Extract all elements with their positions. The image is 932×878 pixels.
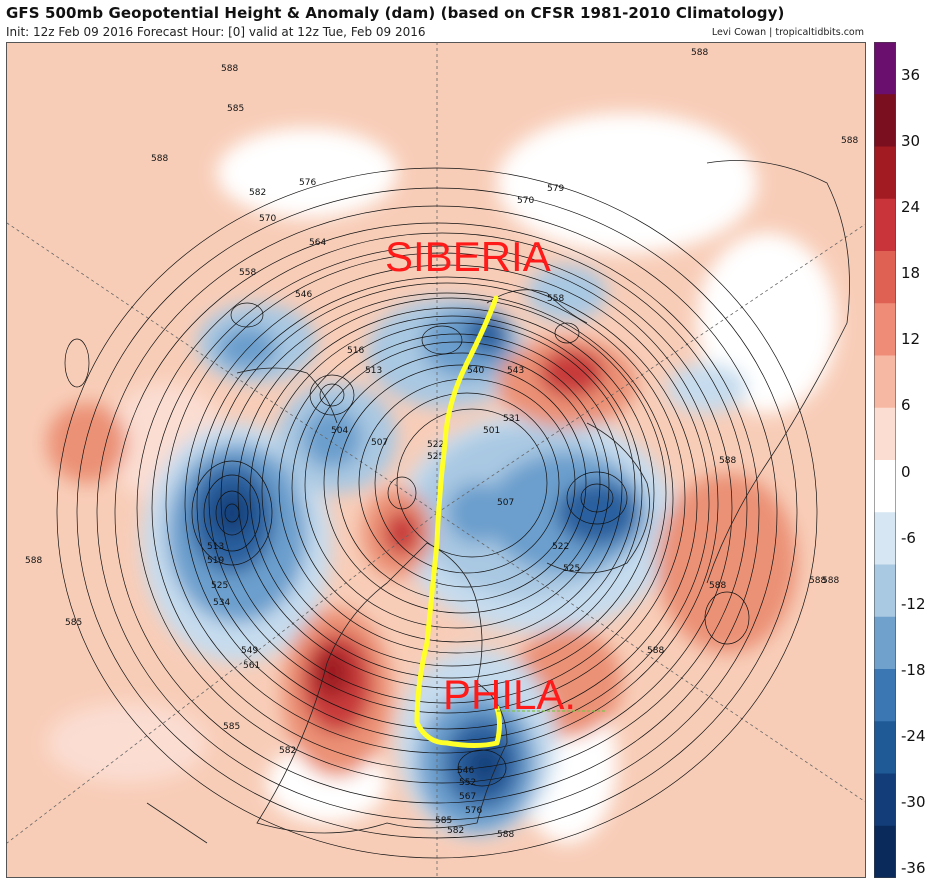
- contour-label: 519: [207, 556, 224, 566]
- colorbar-tick-label: 0: [901, 462, 911, 481]
- contour-label: 588: [497, 830, 514, 840]
- chart-subtitle: Init: 12z Feb 09 2016 Forecast Hour: [0]…: [6, 25, 426, 39]
- siberia-annotation: SIBERIA: [385, 233, 551, 280]
- colorbar-segment: [874, 669, 896, 722]
- colorbar-segment: [874, 303, 896, 356]
- colorbar-tick-label: 24: [901, 198, 921, 217]
- contour-label: 585: [435, 816, 452, 826]
- colorbar-segment: [874, 825, 896, 878]
- contour-label: 582: [279, 746, 296, 756]
- colorbar-segment: [874, 146, 896, 200]
- contour-label: 585: [65, 618, 82, 628]
- contour-label: 576: [299, 178, 316, 188]
- contour-label: 543: [507, 366, 524, 376]
- contour-label: 564: [309, 238, 326, 248]
- colorbar-tick-label: -6: [901, 528, 916, 547]
- contour-label: 525: [427, 452, 444, 462]
- contour-label: 522: [552, 542, 569, 552]
- colorbar-segment: [874, 42, 896, 95]
- contour-label: 570: [517, 196, 534, 206]
- colorbar-segment: [874, 564, 896, 618]
- colorbar: [874, 42, 896, 878]
- contour-label: 525: [211, 581, 228, 591]
- contour-label: 525: [563, 564, 580, 574]
- graticule: [7, 43, 865, 877]
- colorbar-segment: [874, 773, 896, 827]
- contour-label: 513: [207, 542, 224, 552]
- contour-label: 546: [295, 290, 312, 300]
- contour-label: 588: [709, 581, 726, 591]
- colorbar-segment: [874, 512, 896, 565]
- contour-label: 588: [841, 136, 858, 146]
- colorbar-segment: [874, 721, 896, 774]
- contour-label: 549: [241, 646, 258, 656]
- colorbar-tick-label: 12: [901, 330, 921, 349]
- contour-label: 588: [221, 64, 238, 74]
- contour-label: 582: [447, 826, 464, 836]
- contour-label: 588: [809, 576, 826, 586]
- colorbar-tick-label: -12: [901, 594, 926, 613]
- contour-label: 561: [243, 661, 260, 671]
- contour-label: 582: [249, 188, 266, 198]
- contour-label: 522: [427, 440, 444, 450]
- anomaly-map: 588 585 588 582 576 570 564 558 546 516 …: [7, 43, 865, 877]
- colorbar-segment: [874, 251, 896, 304]
- contour-label: 576: [465, 806, 482, 816]
- contour-label: 588: [647, 646, 664, 656]
- contour-label: 558: [239, 268, 256, 278]
- contour-label: 504: [331, 426, 348, 436]
- contour-label: 588: [25, 556, 42, 566]
- contour-label: 558: [547, 294, 564, 304]
- contour-label: 507: [371, 438, 388, 448]
- colorbar-tick-label: 18: [901, 264, 921, 283]
- colorbar-tick-label: -18: [901, 660, 926, 679]
- contour-label: 585: [227, 104, 244, 114]
- colorbar-segment: [874, 407, 896, 461]
- colorbar-segment: [874, 355, 896, 409]
- chart-title: GFS 500mb Geopotential Height & Anomaly …: [6, 4, 785, 22]
- colorbar-tick-label: 36: [901, 66, 921, 84]
- contour-label: 585: [223, 722, 240, 732]
- contour-label: 534: [213, 598, 230, 608]
- colorbar-tick-label: 6: [901, 396, 911, 415]
- colorbar-tick-label: 30: [901, 132, 921, 151]
- coastlines: [146, 160, 850, 844]
- colorbar-segment: [874, 616, 896, 670]
- anomaly-field: [47, 113, 837, 843]
- trough-highlight-line: [414, 295, 502, 748]
- credit-text: Levi Cowan | tropicaltidbits.com: [711, 27, 864, 38]
- colorbar-tick-label: -30: [901, 792, 926, 811]
- phila-annotation: PHILA.: [443, 671, 576, 718]
- map-panel: 588 585 588 582 576 570 564 558 546 516 …: [6, 42, 866, 878]
- contour-labels: 588 585 588 582 576 570 564 558 546 516 …: [25, 48, 858, 840]
- contour-label: 552: [459, 778, 476, 788]
- colorbar-segment: [874, 460, 896, 513]
- contour-label: 546: [457, 766, 474, 776]
- contour-label: 507: [497, 498, 514, 508]
- contour-label: 501: [483, 426, 500, 436]
- contour-label: 540: [467, 366, 484, 376]
- contour-label: 531: [503, 414, 520, 424]
- contour-label: 513: [365, 366, 382, 376]
- contour-label: 516: [347, 346, 364, 356]
- contour-label: 579: [547, 184, 564, 194]
- colorbar-segment: [874, 198, 896, 252]
- contour-label: 588: [822, 576, 839, 586]
- colorbar-tick-label: -24: [901, 726, 926, 745]
- contour-label: 588: [719, 456, 736, 466]
- colorbar-segment: [874, 94, 896, 147]
- colorbar-tick-label: -36: [901, 859, 926, 877]
- contour-label: 588: [151, 154, 168, 164]
- contour-label: 570: [259, 214, 276, 224]
- contour-label: 588: [691, 48, 708, 58]
- contour-label: 567: [459, 792, 476, 802]
